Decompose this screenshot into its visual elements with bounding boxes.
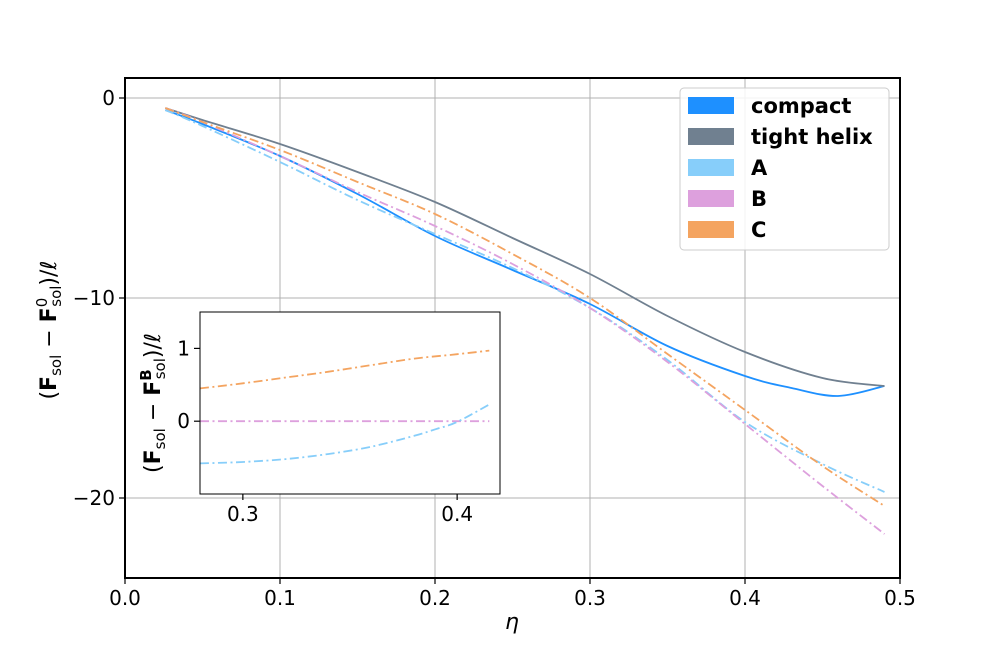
legend: compact tight helix ABC	[679, 87, 890, 251]
series-line-C	[164, 107, 885, 507]
legend-label-A: A	[751, 156, 768, 180]
x-tick-label: 0.4	[729, 586, 761, 610]
inset-ticks: 0.3 0.4 1 0	[177, 336, 473, 526]
series-line-A	[164, 109, 885, 493]
x-tick-label: 0.2	[419, 586, 451, 610]
main-series-layer	[164, 107, 886, 535]
x-tick-label: 0.5	[884, 586, 916, 610]
y-tick-label: −20	[73, 486, 115, 510]
legend-label-C: C	[751, 218, 766, 242]
main-ticks: 0.0 0.1 0.2 0.3 0.4 0.5 0 −10 −20	[73, 86, 916, 610]
series-line-B	[164, 107, 886, 535]
x-tick-label: 0.0	[109, 586, 141, 610]
main-x-axis-label: η	[505, 610, 519, 635]
legend-swatch-A	[688, 159, 734, 176]
inset-series-line-A	[199, 403, 490, 465]
inset-series-layer	[199, 349, 490, 465]
y-tick-label: −10	[73, 286, 115, 310]
inset-y-tick-label: 0	[177, 409, 190, 433]
legend-label-tight-helix: tight helix	[751, 125, 873, 149]
inset-background	[200, 312, 500, 494]
y-tick-label: 0	[102, 86, 115, 110]
inset-plot: 0.3 0.4 1 0 (Fsol − FBsol)/ℓ	[137, 311, 501, 526]
legend-label-B: B	[751, 187, 767, 211]
inset-y-tick-label: 1	[177, 336, 190, 360]
inset-series-line-C	[199, 349, 490, 390]
legend-swatch-tight-helix	[688, 128, 734, 145]
inset-plot-frame	[199, 311, 501, 495]
inset-y-axis-label: (Fsol − FBsol)/ℓ	[137, 333, 169, 473]
x-tick-label: 0.3	[574, 586, 606, 610]
x-tick-label: 0.1	[264, 586, 296, 610]
legend-swatch-B	[688, 190, 734, 207]
inset-x-tick-label: 0.3	[227, 502, 259, 526]
series-line-tight-helix	[165, 107, 885, 387]
main-y-axis-label: (Fsol − F0sol)/ℓ	[33, 260, 65, 399]
inset-x-tick-label: 0.4	[441, 502, 473, 526]
legend-swatch-compact	[688, 97, 734, 114]
main-plot-frame	[124, 77, 901, 579]
legend-swatch-C	[688, 221, 734, 238]
legend-label-compact: compact	[751, 94, 851, 118]
